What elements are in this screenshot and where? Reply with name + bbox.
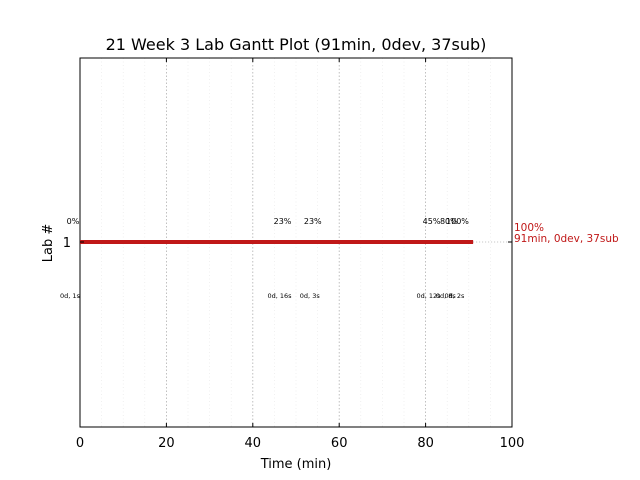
milestone-detail: 0d, 8s [436, 292, 457, 300]
milestone-percent: 23% [304, 217, 322, 226]
milestone-percent: 23% [274, 217, 292, 226]
bar-end-percent: 100% [514, 222, 544, 234]
milestone-percent: 45% [423, 217, 441, 226]
x-tick-label: 100 [500, 436, 525, 451]
x-tick-label: 20 [158, 436, 175, 451]
x-axis-label: Time (min) [260, 457, 332, 472]
milestone-percent: 0% [67, 217, 80, 226]
x-axis-ticks: 0 20 40 60 80 100 [76, 58, 525, 451]
milestone-detail: 0d, 3s [300, 292, 321, 300]
bar-end-stats: 91min, 0dev, 37sub [514, 233, 619, 245]
milestone-percent: 80% [440, 217, 458, 226]
chart-title: 21 Week 3 Lab Gantt Plot (91min, 0dev, 3… [106, 35, 487, 54]
y-axis-label: Lab # [41, 224, 56, 263]
x-tick-label: 40 [245, 436, 262, 451]
milestone-percent: 100% [446, 217, 469, 226]
y-tick-label: 1 [63, 236, 71, 251]
x-tick-label: 60 [331, 436, 348, 451]
y-axis-ticks: 1 [63, 236, 512, 251]
milestone-detail: 0d, 1s [60, 292, 81, 300]
x-tick-label: 0 [76, 436, 84, 451]
milestone-detail: 0d, 12s [417, 292, 442, 300]
milestone-detail: 0d, 2s [445, 292, 466, 300]
milestone-detail: 0d, 16s [267, 292, 292, 300]
x-tick-label: 80 [417, 436, 434, 451]
